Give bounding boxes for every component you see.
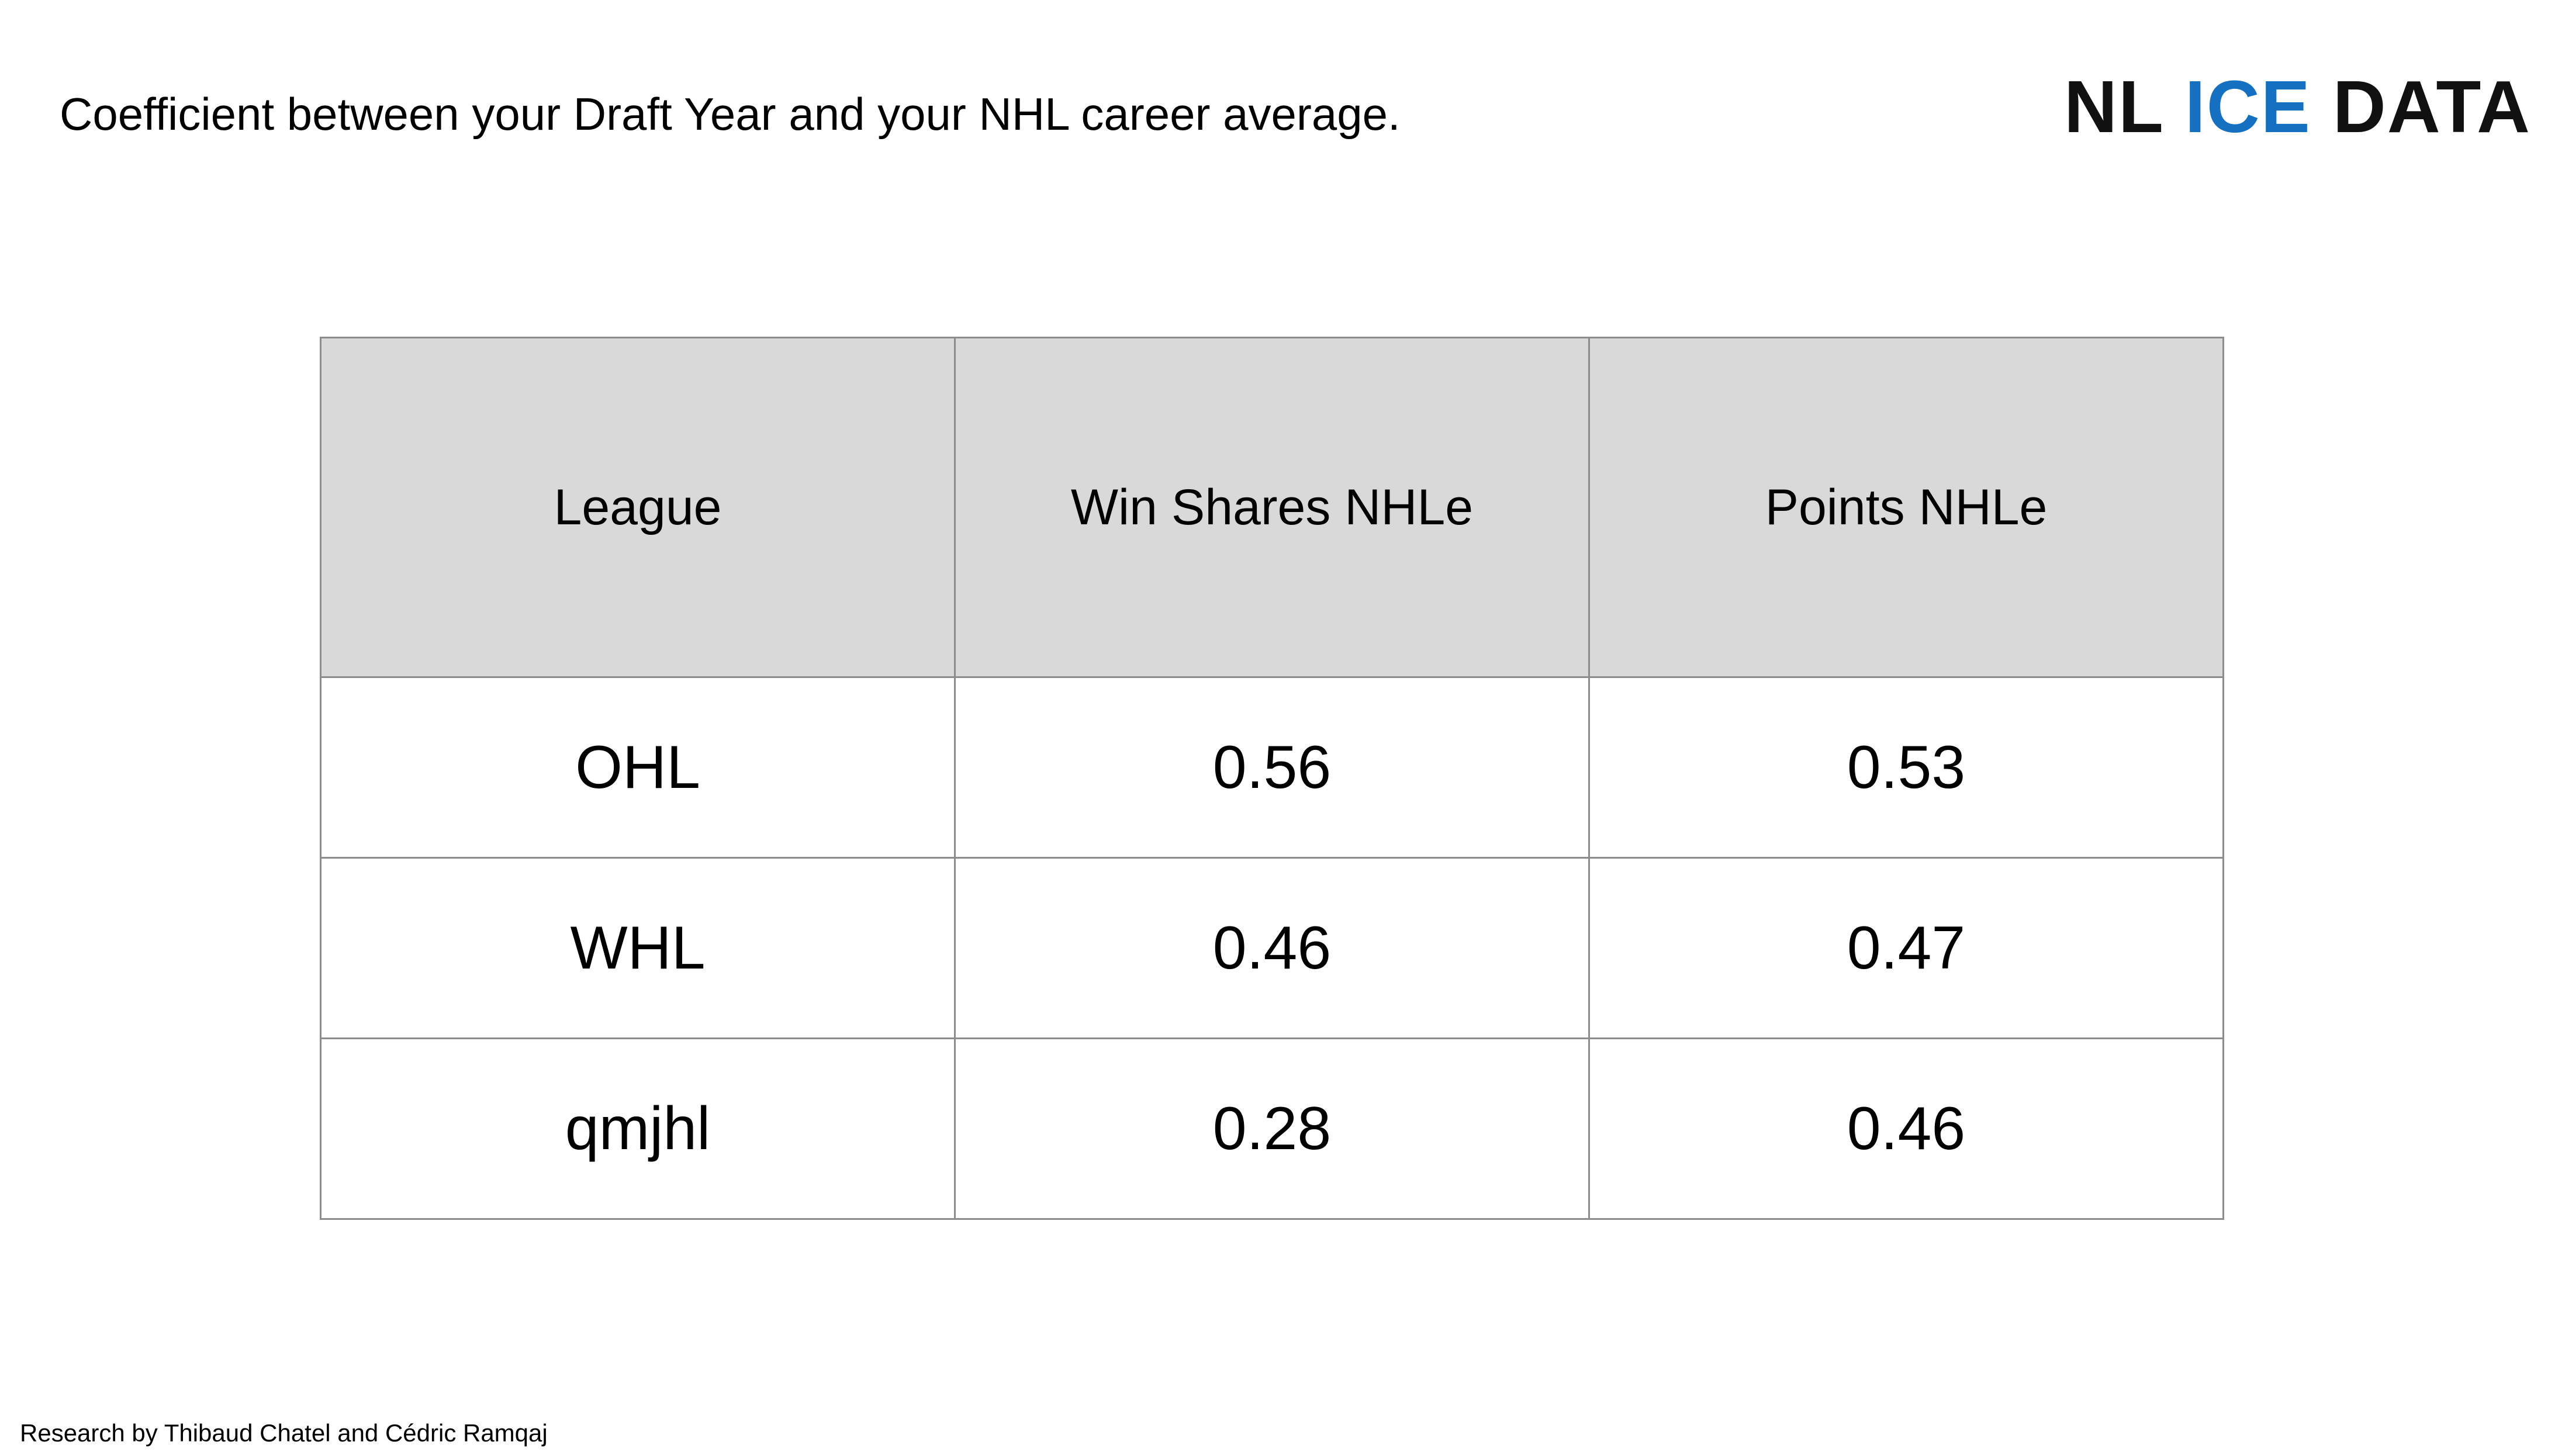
table-header-row: League Win Shares NHLe Points NHLe xyxy=(320,337,2224,678)
cell-win-shares: 0.46 xyxy=(954,857,1590,1039)
table-row: OHL 0.56 0.53 xyxy=(320,676,2224,859)
cell-points: 0.46 xyxy=(1588,1037,2224,1220)
correlation-table: League Win Shares NHLe Points NHLe OHL 0… xyxy=(320,337,2224,1220)
page-title: Coefficient between your Draft Year and … xyxy=(60,88,1401,140)
column-header-win-shares: Win Shares NHLe xyxy=(954,337,1590,678)
column-header-league: League xyxy=(320,337,956,678)
logo-word-nl: NL xyxy=(2063,65,2163,148)
cell-league: OHL xyxy=(320,676,956,859)
correlation-table-container: League Win Shares NHLe Points NHLe OHL 0… xyxy=(320,337,2224,1220)
cell-win-shares: 0.56 xyxy=(954,676,1590,859)
cell-win-shares: 0.28 xyxy=(954,1037,1590,1220)
cell-points: 0.47 xyxy=(1588,857,2224,1039)
nl-ice-data-logo: NL ICE DATA xyxy=(2064,63,2531,151)
column-header-points: Points NHLe xyxy=(1588,337,2224,678)
cell-league: WHL xyxy=(320,857,956,1039)
cell-points: 0.53 xyxy=(1588,676,2224,859)
footer-credit: Research by Thibaud Chatel and Cédric Ra… xyxy=(20,1419,548,1447)
table-row: qmjhl 0.28 0.46 xyxy=(320,1037,2224,1220)
table-row: WHL 0.46 0.47 xyxy=(320,857,2224,1039)
logo-word-data: DATA xyxy=(2332,65,2531,148)
logo-word-ice: ICE xyxy=(2184,65,2311,148)
cell-league: qmjhl xyxy=(320,1037,956,1220)
